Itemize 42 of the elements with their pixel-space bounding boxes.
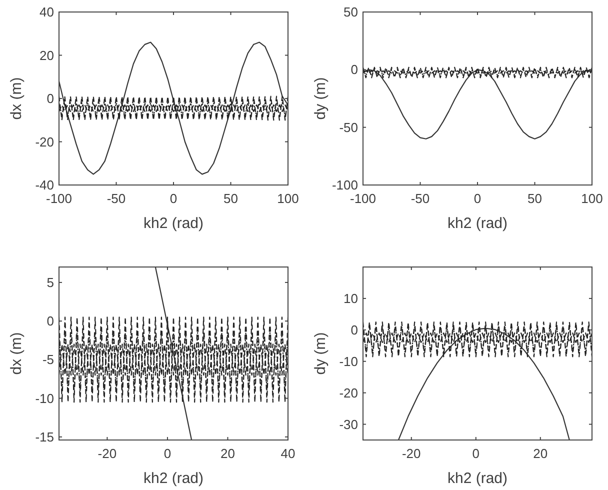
y-tick-label: -20 xyxy=(35,134,54,150)
y-tick-label: 20 xyxy=(40,48,54,63)
x-axis-title: kh2 (rad) xyxy=(143,470,204,487)
x-tick-label: -20 xyxy=(402,446,421,461)
x-tick-label: 0 xyxy=(472,446,480,461)
y-axis-title: dx (m) xyxy=(8,332,25,375)
y-tick-label: 40 xyxy=(40,4,54,20)
x-tick-label: 0 xyxy=(474,191,482,206)
x-tick-label: 0 xyxy=(170,191,178,206)
y-tick-label: -100 xyxy=(332,178,358,193)
y-tick-label: -5 xyxy=(42,352,54,368)
x-tick-label: -50 xyxy=(106,191,126,206)
x-tick-label: -50 xyxy=(410,191,430,206)
x-tick-label: 20 xyxy=(220,446,235,461)
x-tick-label: -20 xyxy=(98,446,117,461)
y-tick-label: -40 xyxy=(35,178,54,193)
y-tick-label: -30 xyxy=(339,416,358,432)
x-axis-title: kh2 (rad) xyxy=(143,215,204,232)
y-tick-label: 5 xyxy=(46,274,54,290)
x-tick-label: 50 xyxy=(528,191,542,206)
y-tick-label: 0 xyxy=(46,91,54,106)
x-tick-label: 0 xyxy=(164,446,172,461)
x-tick-label: 100 xyxy=(581,191,603,206)
x-axis-title: kh2 (rad) xyxy=(447,215,508,232)
x-tick-label: 40 xyxy=(280,446,296,461)
y-tick-label: 10 xyxy=(344,291,358,306)
y-tick-label: -10 xyxy=(35,390,54,406)
y-tick-label: 50 xyxy=(344,4,358,20)
y-tick-label: 0 xyxy=(350,322,358,338)
y-tick-label: 0 xyxy=(350,62,358,78)
y-axis-title: dy (m) xyxy=(312,77,329,120)
y-tick-label: -15 xyxy=(35,429,54,444)
x-tick-label: 100 xyxy=(277,191,299,206)
x-tick-label: 50 xyxy=(224,191,238,206)
x-tick-label: 20 xyxy=(533,446,548,461)
y-tick-label: -20 xyxy=(339,385,358,400)
y-tick-label: -10 xyxy=(339,354,358,369)
x-axis-title: kh2 (rad) xyxy=(447,470,508,487)
y-axis-title: dx (m) xyxy=(8,77,25,120)
y-tick-label: -50 xyxy=(339,120,358,135)
y-axis-title: dy (m) xyxy=(312,332,329,375)
y-tick-label: 0 xyxy=(46,314,54,329)
